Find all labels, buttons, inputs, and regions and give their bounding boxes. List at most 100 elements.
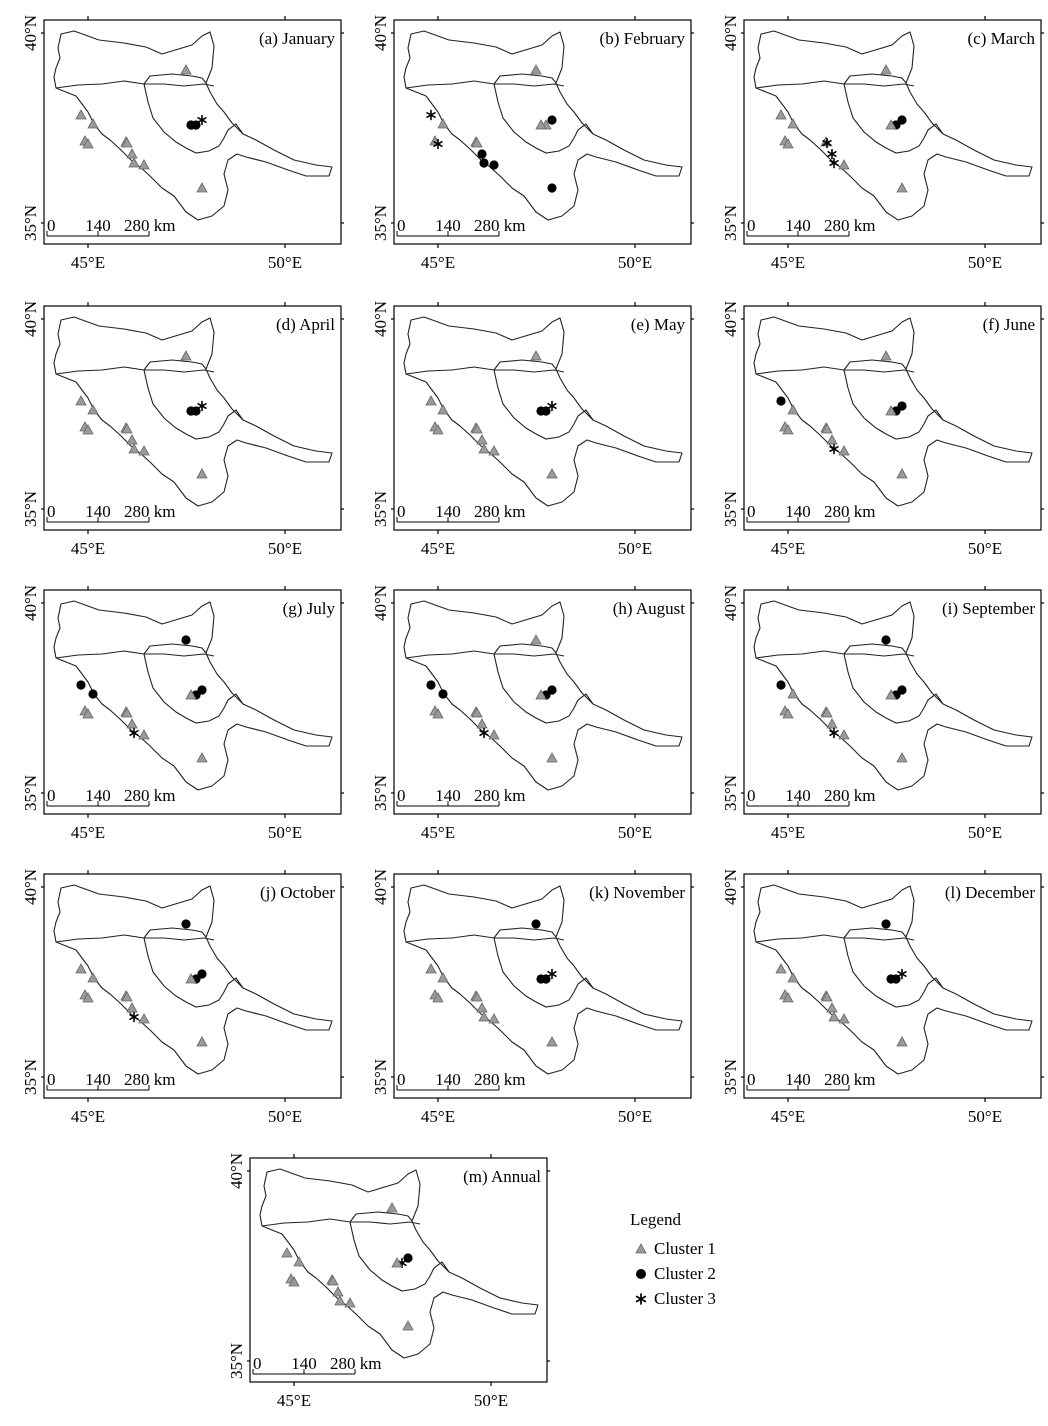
station-12-cluster-2 (897, 685, 907, 695)
legend-label-cluster-1: Cluster 1 (654, 1238, 716, 1258)
station-7-cluster-1 (826, 718, 838, 729)
scale-bar-label: 280 km (124, 786, 175, 805)
station-2-cluster-1 (787, 404, 799, 415)
station-6-cluster-1 (471, 423, 483, 434)
station-6-cluster-1 (327, 1275, 339, 1286)
panel-title: (j) October (260, 883, 335, 902)
scale-bar: 0 140 280 km (46, 786, 175, 807)
scale-bar: 0 140 280 km (46, 216, 175, 237)
station-1-cluster-2 (76, 680, 86, 690)
province-border (843, 927, 907, 939)
map-panel-6: (f) June 0 140 280 km 40°N 35°N 45°E 50°E (721, 301, 1044, 558)
station-12-cluster-3 (197, 114, 207, 126)
station-2-cluster-2 (438, 689, 448, 699)
station-4-cluster-1 (782, 992, 794, 1003)
station-4-cluster-3 (433, 138, 443, 150)
station-7-cluster-1 (476, 1002, 488, 1013)
lon-label-right: 50°E (268, 539, 302, 558)
scale-bar: 0 140 280 km (396, 786, 525, 807)
station-7-cluster-1 (126, 148, 138, 159)
station-8-cluster-3 (479, 727, 489, 739)
panel-title: (i) September (942, 599, 1035, 618)
station-10-cluster-2 (181, 919, 191, 929)
station-14-cluster-1 (196, 1036, 208, 1047)
lon-label-right: 50°E (968, 1107, 1002, 1126)
station-4-cluster-1 (82, 992, 94, 1003)
lat-label-top: 40°N (721, 869, 740, 905)
scale-bar-label: 0 (747, 216, 756, 235)
station-13-cluster-1 (391, 1257, 403, 1268)
scale-bar-label: 0 (397, 216, 406, 235)
station-6-cluster-1 (471, 707, 483, 718)
province-border (143, 937, 244, 1008)
lon-label-left: 45°E (71, 823, 105, 842)
station-12-cluster-2 (403, 1253, 413, 1263)
province-border (143, 643, 207, 655)
station-9-cluster-1 (488, 445, 500, 456)
station-6-cluster-1 (121, 423, 133, 434)
station-6-cluster-1 (121, 991, 133, 1002)
station-7-cluster-1 (126, 434, 138, 445)
scale-bar-label: 0 (747, 786, 756, 805)
scale-bar-label: 140 (785, 786, 811, 805)
scale-bar-label: 280 km (474, 786, 525, 805)
station-6-cluster-3 (822, 137, 832, 149)
station-9-cluster-1 (138, 729, 150, 740)
lat-label-bottom: 35°N (21, 205, 40, 241)
scale-bar-label: 140 (435, 1070, 461, 1089)
province-border (143, 653, 244, 724)
lat-label-bottom: 35°N (371, 491, 390, 527)
province-border (143, 927, 207, 939)
station-1-cluster-2 (776, 396, 786, 406)
station-7-cluster-2 (477, 149, 487, 159)
station-8-cluster-3 (829, 157, 839, 169)
lon-label-right: 50°E (268, 1107, 302, 1126)
legend-label-cluster-2: Cluster 2 (654, 1263, 716, 1283)
scale-bar-label: 280 km (474, 216, 525, 235)
province-border (843, 369, 944, 440)
station-14-cluster-2 (547, 183, 557, 193)
station-7-cluster-1 (826, 1002, 838, 1013)
station-1-cluster-2 (776, 680, 786, 690)
lat-label-top: 40°N (371, 301, 390, 337)
station-12-cluster-2 (897, 115, 907, 125)
scale-bar-label: 0 (747, 502, 756, 521)
scale-bar-label: 140 (85, 216, 111, 235)
lon-label-left: 45°E (277, 1391, 311, 1410)
lon-label-left: 45°E (71, 1107, 105, 1126)
station-4-cluster-1 (82, 708, 94, 719)
panel-title: (k) November (589, 883, 685, 902)
scale-bar-label: 140 (785, 216, 811, 235)
station-2-cluster-1 (87, 118, 99, 129)
legend: Legend Cluster 1 Cluster 2 Cluster 3 (630, 1210, 716, 1311)
lon-label-left: 45°E (771, 823, 805, 842)
station-14-cluster-1 (896, 752, 908, 763)
lat-label-top: 40°N (371, 585, 390, 621)
station-14-cluster-1 (896, 1036, 908, 1047)
province-border (843, 643, 907, 655)
scale-bar: 0 140 280 km (396, 216, 525, 237)
lat-label-top: 40°N (721, 585, 740, 621)
scale-bar-label: 140 (435, 502, 461, 521)
legend-item-cluster-2: Cluster 2 (630, 1261, 716, 1286)
station-10-cluster-1 (180, 350, 192, 361)
lat-label-bottom: 35°N (721, 491, 740, 527)
province-border (143, 359, 207, 371)
station-12-cluster-3 (547, 968, 557, 980)
station-1-cluster-1 (75, 109, 87, 120)
station-10-cluster-2 (181, 635, 191, 645)
scale-bar-label: 0 (253, 1354, 262, 1373)
station-12-cluster-2 (197, 685, 207, 695)
station-14-cluster-1 (196, 182, 208, 193)
station-8-cluster-3 (829, 443, 839, 455)
province-border (349, 1221, 450, 1292)
station-2-cluster-1 (787, 972, 799, 983)
station-9-cluster-1 (838, 1013, 850, 1024)
station-14-cluster-1 (546, 468, 558, 479)
lon-label-left: 45°E (771, 253, 805, 272)
station-9-cluster-1 (838, 159, 850, 170)
scale-bar-label: 0 (747, 1070, 756, 1089)
province-border (493, 643, 557, 655)
station-7-cluster-1 (332, 1286, 344, 1297)
map-panel-3: (c) March 0 140 280 km 40°N 35°N 45°E 50°E (721, 15, 1044, 272)
